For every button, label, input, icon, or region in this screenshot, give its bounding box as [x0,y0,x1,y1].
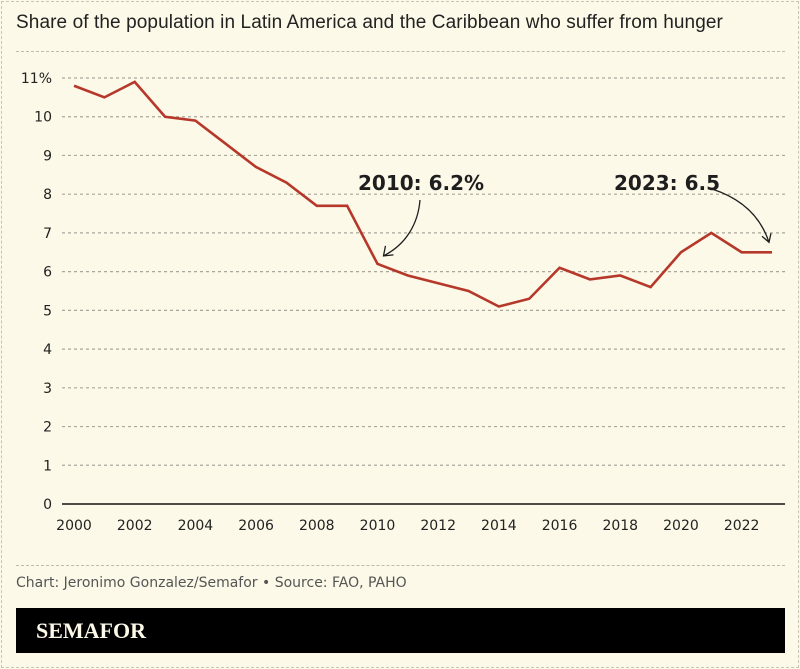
x-tick-label: 2006 [238,518,274,534]
y-tick-label: 6 [43,265,52,281]
series-line [73,80,772,308]
x-tick-label: 2018 [602,518,638,534]
x-tick-label: 2014 [481,518,517,534]
x-tick-label: 2004 [178,518,214,534]
series-group [73,80,773,308]
annotation-label: 2023: 6.5 [614,171,720,195]
x-tick-label: 2010 [360,518,396,534]
annotation-arrow [383,199,421,257]
y-axis-ticks: 0 1 2 3 4 5 6 7 8 9 10 11% [21,71,52,513]
y-tick-label: 1 [43,458,52,474]
brand-bar: SEMAFOR [16,608,785,653]
y-tick-label: 8 [43,187,52,203]
arrowhead-icon [382,245,394,257]
chart-title: Share of the population in Latin America… [16,12,723,33]
y-tick-label: 5 [43,303,52,319]
y-tick-label: 2 [43,420,52,436]
line-chart: 0 1 2 3 4 5 6 7 8 9 10 11% 2000 2002 2004 2006 2008 2010… [21,71,785,534]
y-tick-label: 11% [21,71,52,87]
x-tick-label: 2016 [542,518,578,534]
x-tick-label: 2002 [117,518,153,534]
brand-logo: SEMAFOR [36,618,146,643]
arrowhead-icon [761,233,772,244]
y-tick-label: 4 [43,342,52,358]
gridlines [62,77,785,466]
y-tick-label: 9 [43,148,52,164]
x-axis-ticks: 2000 2002 2004 2006 2008 2010 2012 2014 2016 2018… [56,518,759,534]
x-tick-label: 2012 [420,518,456,534]
x-tick-label: 2022 [724,518,760,534]
y-tick-label: 7 [43,226,52,242]
x-tick-label: 2008 [299,518,335,534]
chart-credit: Chart: Jeronimo Gonzalez/Semafor • Sourc… [16,575,407,591]
annotation-label: 2010: 6.2% [358,171,484,195]
title-divider [16,51,785,52]
y-tick-label: 0 [43,497,52,513]
x-tick-label: 2000 [56,518,92,534]
x-tick-label: 2020 [663,518,699,534]
footer-divider [16,565,785,566]
annotation-arrow [711,188,770,243]
y-tick-label: 10 [34,110,52,126]
y-tick-label: 3 [43,381,52,397]
annotations: 2010: 6.2% 2023: 6.5 [358,171,772,257]
